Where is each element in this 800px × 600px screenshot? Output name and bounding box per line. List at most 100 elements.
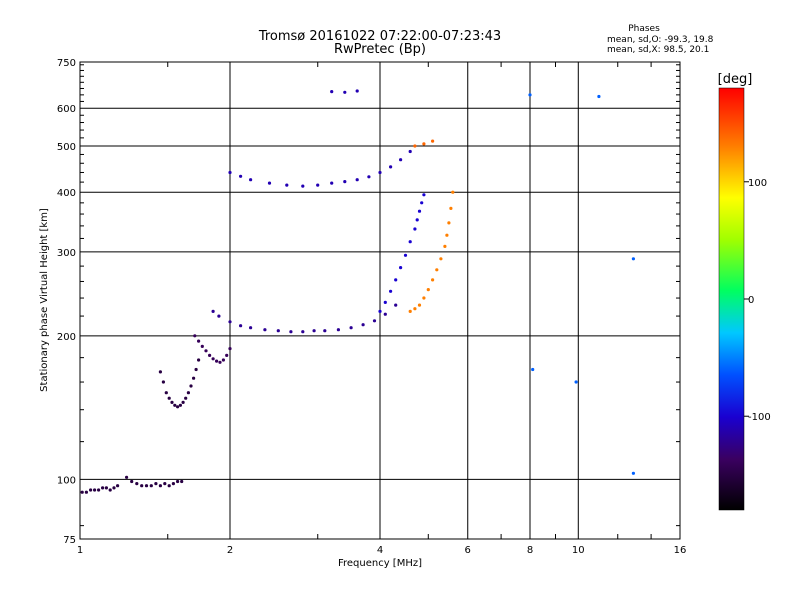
data-point (89, 488, 93, 492)
data-point (192, 376, 196, 380)
data-point (239, 174, 243, 178)
data-point (204, 349, 208, 353)
data-point (170, 400, 174, 404)
data-point (422, 142, 426, 146)
data-point (417, 303, 422, 307)
data-point (431, 139, 435, 143)
x-axis-ticks: 1 2 4 6 8 10 16 (77, 62, 687, 556)
data-point (312, 329, 316, 333)
data-point (208, 353, 212, 357)
data-point (228, 320, 232, 324)
data-point (597, 94, 601, 99)
data-point (176, 479, 180, 484)
data-point (399, 266, 403, 270)
colorbar-tick-label: 0 (748, 295, 754, 306)
y-tick-label: 600 (57, 104, 76, 115)
data-point (221, 358, 225, 362)
y-tick-label: 300 (57, 248, 76, 259)
data-point (408, 309, 412, 313)
data-point (417, 209, 422, 213)
data-point (173, 403, 177, 407)
data-points (80, 89, 636, 494)
data-point (158, 484, 162, 488)
chart-title: Tromsø 20161022 07:22:00-07:23:43 (258, 29, 501, 44)
data-point (211, 309, 215, 313)
data-point (330, 90, 334, 94)
data-point (239, 324, 243, 328)
data-point (361, 323, 365, 327)
data-point (413, 144, 417, 148)
x-axis-label: Frequency [MHz] (338, 558, 422, 569)
x-tick-label: 6 (465, 545, 471, 556)
data-point (149, 484, 153, 488)
data-point (217, 314, 221, 318)
data-point (194, 367, 198, 372)
stats-heading: Phases (628, 24, 660, 34)
data-point (215, 359, 219, 363)
data-point (378, 170, 382, 175)
data-point (445, 233, 449, 237)
x-tick-label: 8 (527, 545, 533, 556)
data-point (144, 484, 149, 488)
data-point (186, 391, 190, 395)
x-tick-label: 16 (674, 545, 687, 556)
data-point (135, 482, 139, 486)
data-point (189, 384, 193, 388)
data-point (200, 344, 204, 348)
data-point (435, 268, 439, 272)
data-point (249, 326, 253, 330)
colorbar (718, 87, 745, 511)
data-point (176, 405, 180, 409)
y-tick-label: 200 (57, 332, 76, 343)
data-point (403, 253, 408, 257)
data-point (528, 93, 532, 97)
x-tick-label: 2 (227, 545, 233, 556)
data-point (125, 475, 129, 479)
data-point (316, 183, 320, 187)
data-point (431, 278, 435, 282)
data-point (394, 303, 398, 307)
data-point (225, 353, 229, 357)
data-point (389, 165, 393, 169)
data-point (84, 490, 88, 494)
chart-subtitle: RwPretec (Bp) (334, 42, 426, 57)
data-point (80, 490, 84, 494)
data-point (184, 396, 188, 400)
data-point (164, 391, 168, 395)
data-point (158, 370, 162, 374)
data-point (415, 218, 419, 222)
data-point (218, 360, 222, 364)
data-point (451, 190, 455, 194)
data-point (197, 358, 201, 362)
data-point (422, 296, 426, 300)
y-tick-label: 75 (63, 535, 76, 546)
data-point (394, 278, 398, 282)
data-point (426, 288, 430, 292)
grid-lines (80, 62, 680, 539)
data-point (167, 396, 171, 400)
data-point (163, 482, 167, 486)
data-point (97, 488, 101, 492)
data-point (422, 193, 426, 197)
colorbar-tick-label: 100 (748, 178, 767, 189)
x-tick-label: 1 (77, 545, 83, 556)
x-tick-label: 4 (377, 545, 383, 556)
data-point (108, 488, 112, 492)
data-point (378, 309, 382, 313)
y-tick-label: 400 (57, 188, 76, 199)
data-point (104, 486, 108, 490)
stats-o-line: mean, sd,O: -99.3, 19.8 (607, 35, 714, 45)
stats-x-line: mean, sd,X: 98.5, 20.1 (607, 45, 709, 55)
data-point (285, 183, 289, 187)
data-point (197, 339, 201, 343)
data-point (413, 307, 417, 311)
data-point (263, 328, 267, 332)
data-point (93, 488, 97, 492)
data-point (349, 326, 353, 330)
data-point (154, 482, 158, 486)
data-point (228, 170, 232, 175)
data-point (574, 380, 578, 384)
data-point (447, 221, 451, 225)
data-point (116, 484, 120, 488)
